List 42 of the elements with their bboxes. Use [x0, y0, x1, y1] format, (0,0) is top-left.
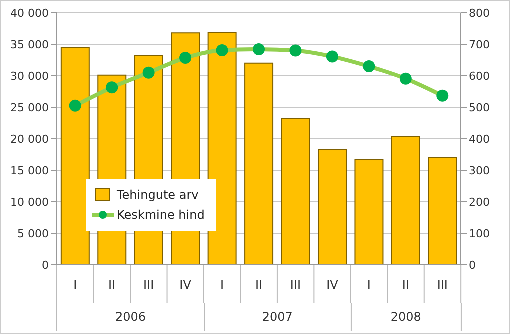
y-tick-label: 40 000 [10, 6, 49, 20]
text: 2008 [390, 310, 422, 324]
legend-label: Tehingute arv [117, 188, 199, 202]
y-tick-label: 5 000 [18, 227, 49, 240]
y-tick-label: 30 000 [10, 70, 49, 83]
text: 2007 [262, 310, 293, 324]
y2-tick-label: 400 [469, 132, 490, 146]
y2-tick-label: 700 [469, 38, 490, 52]
x-tick-label: I [220, 278, 224, 292]
x-tick-label: III [437, 278, 448, 292]
x-tick-label: II [402, 278, 410, 292]
x-tick-label: IV [326, 278, 340, 292]
y-tick-label: 20 000 [10, 132, 49, 146]
legend-label: Keskmine hind [117, 208, 205, 222]
bar [60, 47, 90, 265]
y2-tick-label: 500 [469, 101, 490, 114]
y-tick-label: 0 [42, 258, 49, 272]
y2-tick-label: 300 [469, 164, 490, 178]
y2-tick-label: 100 [469, 227, 490, 240]
x-tick-label: I [367, 278, 371, 292]
bar [354, 159, 384, 265]
y2-tick-label: 200 [469, 196, 490, 209]
y-tick-label: 15 000 [10, 164, 49, 178]
bar [281, 118, 310, 265]
bar [244, 62, 274, 265]
bar [318, 149, 347, 265]
x-tick-label: I [74, 278, 78, 292]
bar [391, 136, 420, 265]
x-tick-label: III [144, 278, 154, 292]
y-tick-label: 10 000 [10, 196, 49, 209]
x-tick-label: IV [180, 278, 192, 292]
bar [428, 157, 458, 265]
text: 2006 [115, 310, 146, 324]
x-tick-label: III [290, 278, 302, 292]
bar [208, 32, 237, 265]
x-tick-label: II [108, 278, 116, 292]
y2-tick-label: 600 [469, 70, 490, 83]
y-tick-label: 25 000 [10, 101, 49, 114]
y-tick-label: 35 000 [10, 38, 49, 52]
y2-tick-label: 800 [469, 6, 490, 20]
x-tick-label: II [255, 278, 263, 292]
y2-tick-label: 0 [469, 258, 476, 272]
